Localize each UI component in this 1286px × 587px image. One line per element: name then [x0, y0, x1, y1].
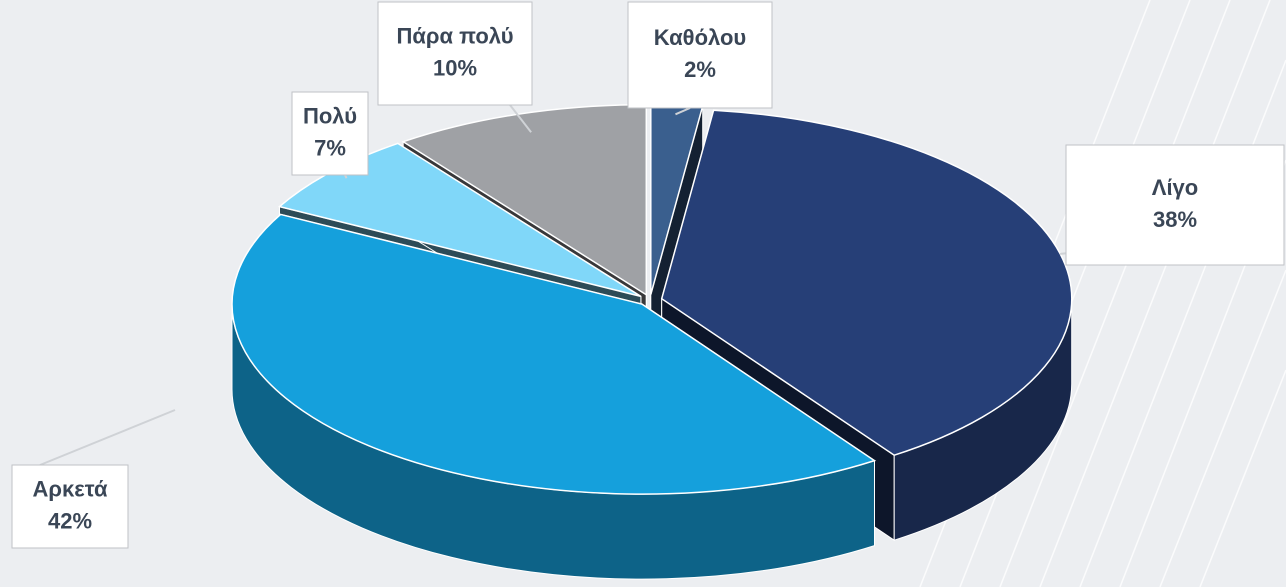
- category-label: Λίγο: [1152, 175, 1198, 200]
- label-box: [291, 91, 369, 176]
- pie: [231, 103, 1073, 580]
- category-label: Πάρα πολύ: [396, 23, 513, 48]
- leader-line: [675, 107, 691, 116]
- value-label: 10%: [433, 55, 477, 80]
- value-label: 7%: [314, 135, 346, 160]
- value-label: 42%: [48, 508, 92, 533]
- value-label: 38%: [1153, 207, 1197, 232]
- label-box: [11, 464, 129, 549]
- label-box: [627, 1, 773, 109]
- leader-line: [509, 104, 532, 133]
- category-label: Αρκετά: [33, 476, 108, 501]
- value-label: 2%: [684, 57, 716, 82]
- slice: [231, 213, 877, 495]
- category-label: Πολύ: [303, 103, 357, 128]
- label-box: [377, 1, 533, 106]
- label-box: [1065, 144, 1285, 266]
- leader-line: [39, 409, 176, 466]
- category-label: Καθόλου: [654, 25, 746, 50]
- leader-line: [344, 174, 348, 179]
- labels: Καθόλου 2% Λίγο 38% Αρκετά 42% Πολύ 7% Πάρα πολύ…: [11, 1, 1285, 549]
